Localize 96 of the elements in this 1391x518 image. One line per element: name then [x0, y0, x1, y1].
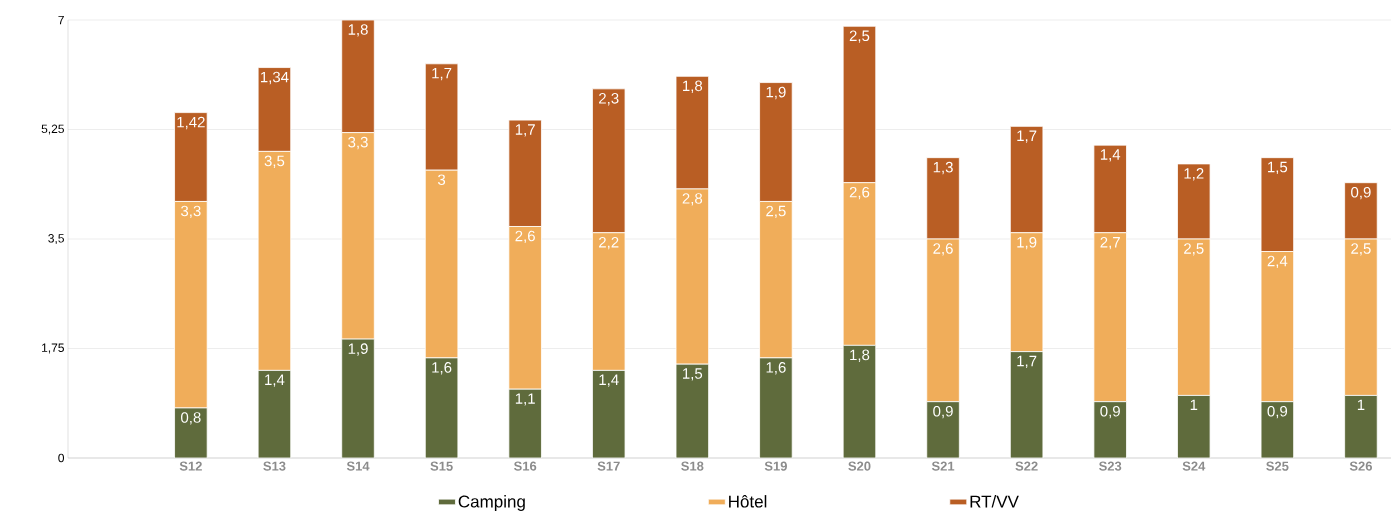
bar: [842, 344, 877, 458]
data-label: 3,3: [181, 205, 201, 219]
y-tick-label: 5,25: [41, 124, 64, 135]
x-tick-label: S23: [1099, 461, 1122, 471]
bar: [1177, 395, 1211, 458]
data-label: 0,9: [933, 405, 953, 419]
data-label: 0,9: [1267, 405, 1288, 419]
bar: [675, 363, 710, 458]
bar: [424, 357, 459, 458]
bar: [341, 20, 375, 134]
data-label: 1,4: [599, 374, 619, 387]
data-label: 1,5: [1268, 161, 1288, 175]
bar: [1344, 395, 1378, 458]
legend-label: RT/VV: [970, 495, 1019, 508]
x-tick-label: S20: [848, 461, 871, 471]
bar: [341, 338, 375, 458]
data-label: 1,6: [432, 362, 452, 375]
x-tick-label: S21: [931, 461, 955, 471]
x-tick-label: S19: [764, 461, 787, 471]
legend-label: Camping: [458, 495, 525, 511]
data-label: 2,4: [1267, 255, 1288, 269]
data-label: 1,8: [683, 80, 703, 93]
data-label: 2,6: [515, 230, 535, 244]
data-label: 1,2: [1184, 168, 1204, 181]
bar: [1009, 351, 1044, 458]
bar: [842, 25, 877, 184]
data-label: 1,34: [260, 71, 289, 85]
x-tick-label: S15: [430, 461, 453, 471]
data-label: 1: [1357, 399, 1365, 410]
data-label: 2,2: [599, 236, 619, 250]
x-tick-label: S12: [179, 461, 202, 471]
data-label: 2,8: [682, 193, 703, 206]
data-label: 1,8: [348, 24, 368, 37]
bar: [675, 75, 710, 190]
x-tick-label: S26: [1349, 461, 1373, 471]
bar: [1093, 144, 1127, 234]
data-label: 1,9: [766, 86, 786, 100]
data-label: 2,5: [1351, 243, 1371, 256]
bar: [592, 370, 626, 458]
x-tick-label: S22: [1015, 461, 1038, 471]
bar: [174, 407, 208, 458]
data-label: 2,3: [599, 93, 619, 106]
x-tick-label: S13: [263, 461, 286, 471]
data-label: 1,7: [515, 124, 535, 137]
bar: [1177, 163, 1211, 240]
bar: [759, 82, 793, 202]
data-label: 1,7: [1017, 355, 1037, 369]
x-tick-label: S18: [681, 461, 704, 471]
bar: [592, 88, 626, 234]
data-label: 1,9: [1017, 236, 1037, 250]
bar: [257, 370, 292, 458]
data-label: 2,5: [1184, 243, 1204, 256]
data-label: 1,6: [766, 362, 786, 375]
data-label: 1,7: [1017, 130, 1037, 143]
bar: [257, 67, 292, 152]
bar: [1344, 182, 1378, 240]
data-label: 2,6: [849, 186, 870, 200]
bar: [759, 357, 793, 458]
x-tick-label: S17: [597, 461, 620, 471]
data-label: 1,7: [432, 68, 452, 81]
y-tick-label: 3,5: [48, 234, 64, 244]
x-tick-label: S25: [1266, 461, 1289, 471]
data-label: 1: [1190, 399, 1198, 410]
bar: [1009, 125, 1044, 234]
data-label: 0,8: [181, 412, 201, 425]
data-label: 3,5: [264, 155, 285, 168]
data-label: 1,8: [850, 349, 870, 362]
legend-label: Hôtel: [729, 495, 767, 508]
y-tick-label: 7: [58, 15, 64, 25]
data-label: 3: [437, 174, 446, 185]
bar: [926, 157, 960, 240]
x-tick-label: S16: [513, 461, 537, 471]
data-label: 1,1: [515, 393, 535, 406]
data-label: 1,3: [933, 161, 953, 175]
bar: [508, 388, 542, 458]
data-label: 1,42: [177, 116, 205, 130]
bar: [1260, 157, 1295, 252]
bar: [424, 63, 459, 171]
bar: [508, 119, 542, 227]
data-label: 1,5: [683, 368, 703, 381]
data-label: 3,3: [348, 136, 368, 150]
y-tick-label: 1,75: [42, 343, 64, 354]
data-label: 2,5: [849, 30, 870, 43]
data-label: 1,9: [348, 343, 368, 356]
data-label: 0,9: [1351, 186, 1371, 200]
x-tick-label: S14: [346, 461, 370, 471]
y-tick-label: 0: [58, 453, 65, 463]
x-tick-label: S24: [1182, 461, 1206, 471]
bar: [174, 112, 208, 202]
data-label: 2,6: [933, 243, 953, 256]
data-label: 2,7: [1100, 236, 1120, 250]
data-label: 0,9: [1100, 405, 1120, 419]
data-label: 2,5: [766, 205, 786, 219]
data-label: 1,4: [1100, 149, 1121, 162]
bar: [926, 401, 960, 458]
data-label: 1,4: [265, 374, 285, 387]
